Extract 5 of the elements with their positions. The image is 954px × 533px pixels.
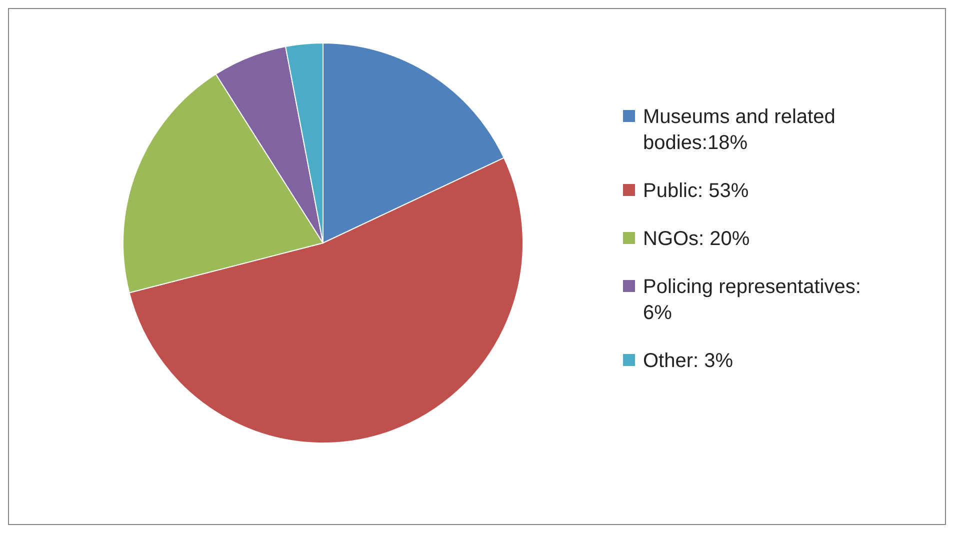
legend-label: NGOs: 20%: [643, 228, 750, 250]
legend-label: Policing representatives: 6%: [643, 276, 861, 324]
legend-label: Public: 53%: [643, 180, 749, 202]
legend-label: Museums and related bodies:18%: [643, 106, 836, 154]
legend-label: Other: 3%: [643, 350, 734, 372]
